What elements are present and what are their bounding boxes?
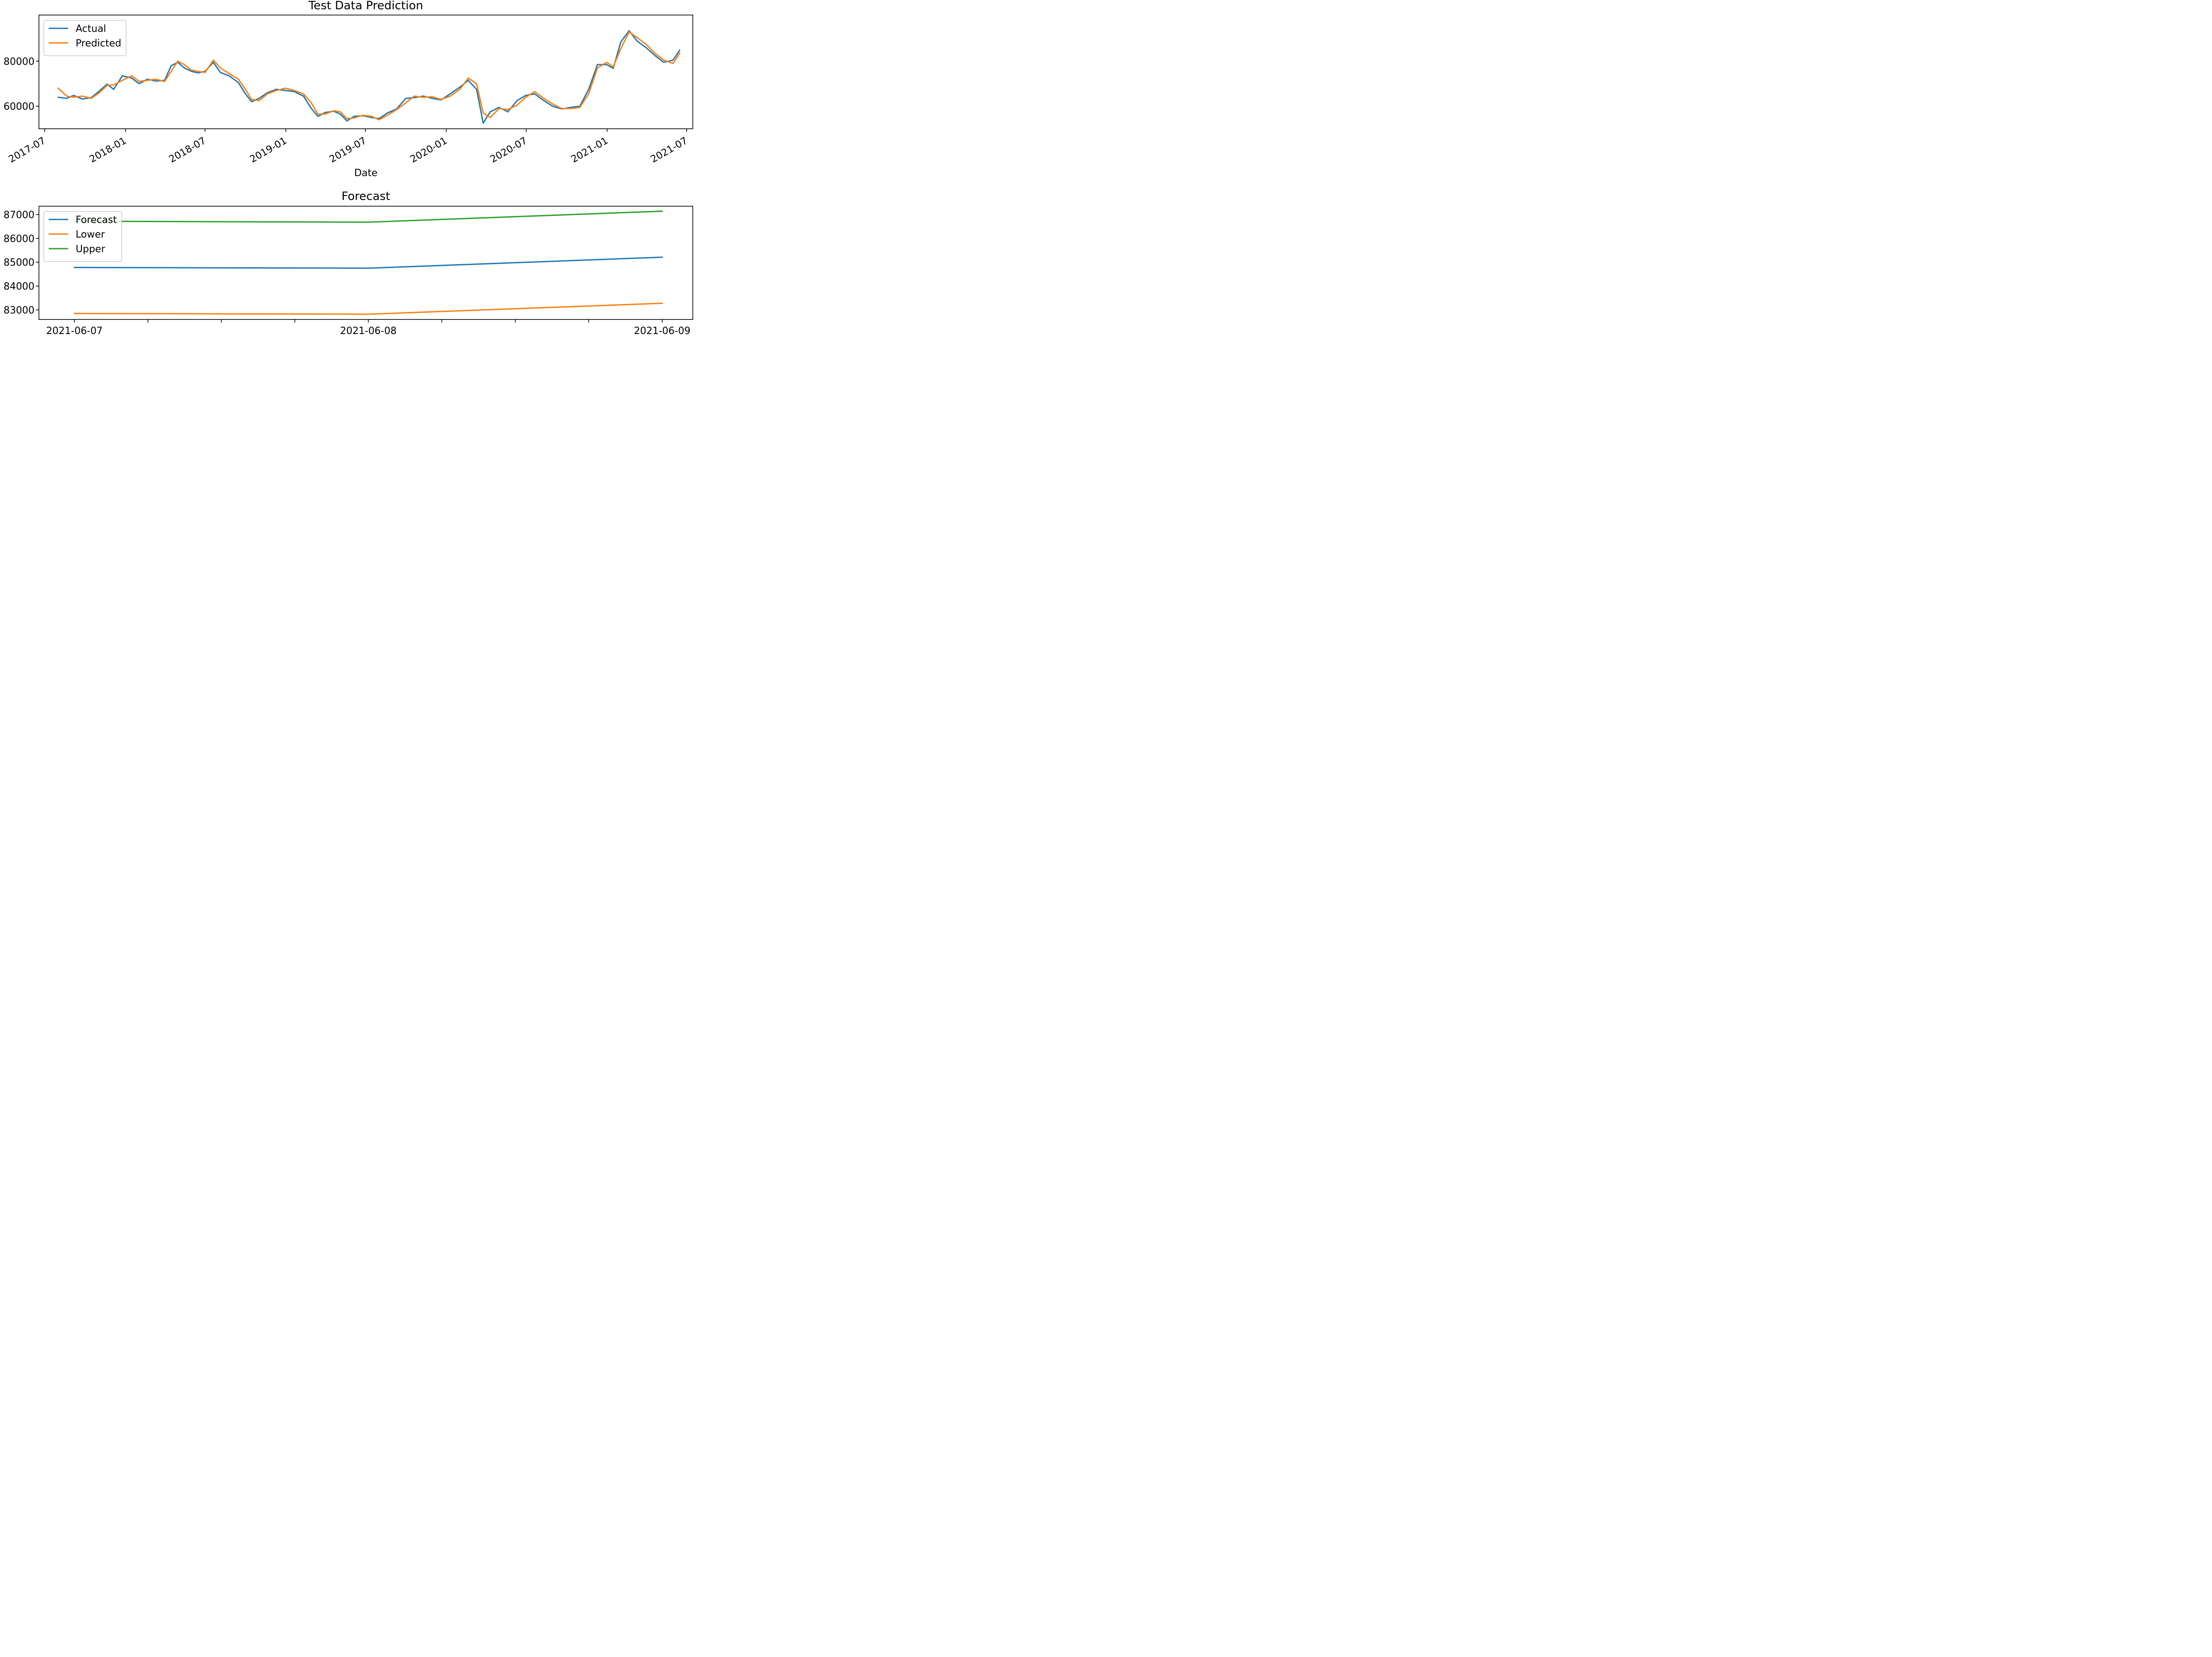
x-tick-label: 2021-06-07 [46,326,103,336]
series-line-lower [73,302,663,315]
series-line-forecast [73,256,663,269]
chart-title: Forecast [342,190,390,203]
x-tick-label: 2020-01 [408,135,449,165]
figure: Test Data Prediction 60000 80000 2017-07 201… [4,0,693,336]
series-group [57,30,681,124]
x-tick-label: 2021-06-09 [634,326,691,336]
y-tick-label: 83000 [4,305,35,316]
legend-box [43,20,127,56]
legend-label: Actual [76,23,106,35]
x-tick-label: 2019-07 [328,135,369,165]
y-tick-label: 60000 [4,101,35,112]
x-axis-label: Date [354,168,378,179]
x-tick-label: 2019-01 [248,135,289,165]
y-tick-label: 87000 [4,210,35,221]
series-group [73,210,663,315]
legend-label: Predicted [76,38,121,49]
x-tick-label: 2018-01 [88,135,128,165]
x-tick-label: 2017-07 [7,135,47,165]
legend-label: Lower [76,229,105,240]
x-tick-label: 2021-01 [569,135,610,165]
series-line-predicted [57,31,681,121]
x-tick-label: 2020-07 [488,135,529,165]
y-tick-label: 86000 [4,234,35,245]
axes-frame [38,15,693,129]
chart-2: Forecast 83000 84000 85000 86000 87000 2021-06… [4,190,693,336]
x-tick-label: 2021-07 [649,135,690,165]
y-tick-label: 85000 [4,258,35,269]
y-tick-label: 84000 [4,281,35,292]
legend: Actual Predicted [43,20,127,56]
chart-1: Test Data Prediction 60000 80000 2017-07 201… [4,0,693,179]
series-line-upper [73,210,663,223]
x-tick-label: 2021-06-08 [340,326,397,336]
legend-label: Forecast [76,215,117,226]
legend-label: Upper [76,244,106,255]
legend: Forecast Lower Upper [43,211,122,262]
y-tick-label: 80000 [4,56,35,67]
chart-title: Test Data Prediction [308,0,423,12]
x-tick-label: 2018-07 [167,135,208,165]
axes-frame [38,206,693,320]
series-line-actual [58,30,681,124]
